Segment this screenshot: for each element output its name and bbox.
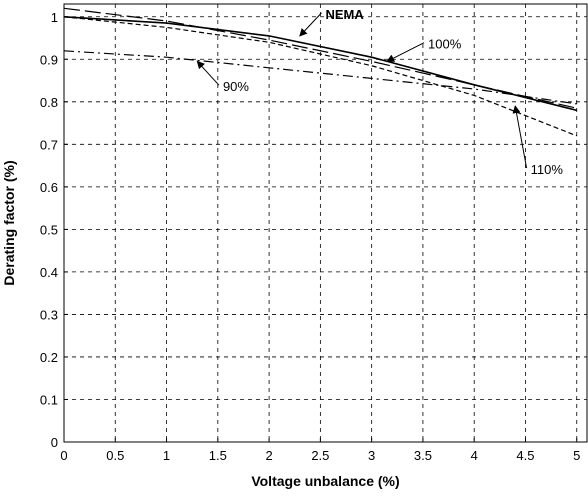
x-tick-label: 1.5	[209, 448, 227, 463]
x-tick-label: 2	[265, 448, 272, 463]
annotation-label: 100%	[428, 37, 462, 52]
y-tick-label: 0.9	[40, 52, 58, 67]
y-tick-label: 0.1	[40, 392, 58, 407]
x-tick-label: 1	[163, 448, 170, 463]
y-tick-label: 0.4	[40, 265, 58, 280]
annotation-arrow	[386, 42, 425, 62]
x-tick-label: 4	[471, 448, 478, 463]
y-tick-label: 0.7	[40, 137, 58, 152]
series-line-90-pct	[63, 50, 577, 105]
series-line-110-pct	[63, 16, 577, 137]
x-tick-label: 3.5	[414, 448, 432, 463]
x-tick-label: 2.5	[311, 448, 329, 463]
annotation-arrow	[196, 60, 220, 86]
x-tick-label: 5	[573, 448, 580, 463]
grid	[64, 4, 587, 442]
annotation-label: NEMA	[326, 7, 365, 22]
y-tick-label: 0.3	[40, 307, 58, 322]
y-tick-label: 1	[51, 10, 58, 25]
plot-area-frame	[63, 3, 588, 443]
series-lines	[63, 7, 577, 137]
x-tick-label: 4.5	[516, 448, 534, 463]
y-tick-label: 0.6	[40, 180, 58, 195]
y-tick-label: 0	[51, 435, 58, 450]
annotation-arrow	[512, 105, 528, 169]
series-line-100-pct	[63, 7, 577, 109]
y-tick-label: 0.2	[40, 350, 58, 365]
x-tick-label: 0.5	[106, 448, 124, 463]
y-tick-label: 0.5	[40, 222, 58, 237]
annotations: NEMA 100% 90% 110%	[196, 7, 564, 177]
y-tick-label: 0.8	[40, 95, 58, 110]
x-axis-title: Voltage unbalance (%)	[251, 473, 399, 489]
annotation-label: 110%	[531, 162, 564, 177]
axis-ticks: 0 0.5 1 1.5 2 2.5 3 3.5 4 4.5 5 0 0.1 0.2 0.3 0.4 0.5 0.6…	[40, 10, 580, 463]
annotation-label: 90%	[223, 79, 249, 94]
y-axis-title: Derating factor (%)	[1, 160, 17, 285]
annotation-arrow	[299, 12, 322, 37]
x-tick-label: 3	[368, 448, 375, 463]
x-tick-label: 0	[60, 448, 67, 463]
